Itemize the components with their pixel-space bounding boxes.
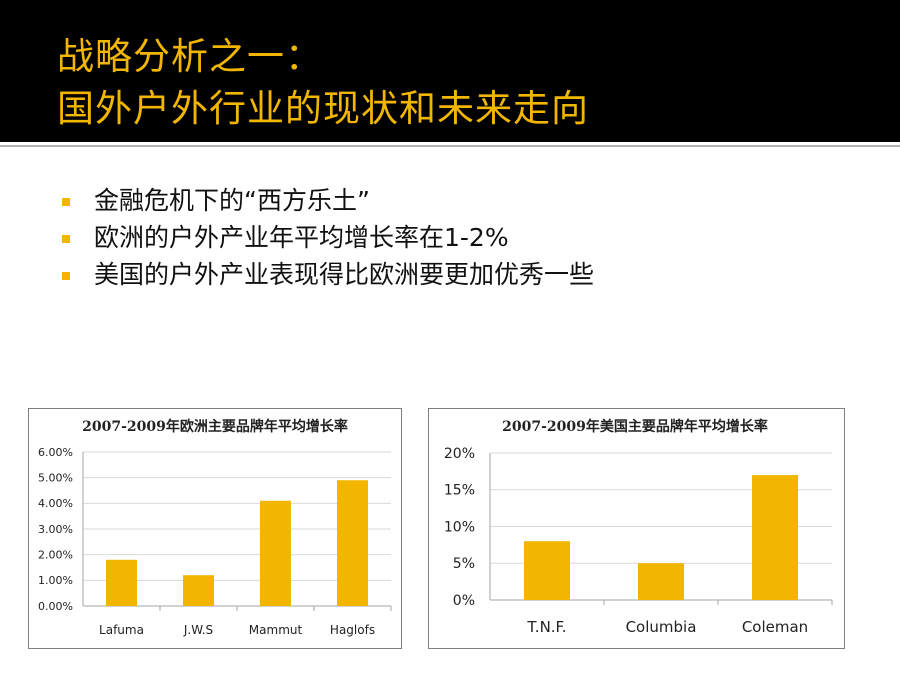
europe-growth-chart-svg: 2007-2009年欧洲主要品牌年平均增长率 0.00% 1.00% 2.00% 3.0… (38, 418, 392, 637)
x-tick-label: Haglofs (330, 623, 375, 637)
europe-growth-chart: 2007-2009年欧洲主要品牌年平均增长率 0.00% 1.00% 2.00% 3.0… (28, 408, 402, 649)
bar (752, 475, 798, 600)
y-tick-label: 15% (444, 483, 475, 499)
header-divider (0, 145, 900, 147)
bar (106, 559, 137, 606)
y-tick-label: 4.00% (38, 497, 73, 510)
y-tick-label: 5.00% (38, 472, 73, 485)
y-tick-label: 2.00% (38, 549, 73, 562)
bar (638, 563, 684, 600)
bullet-text: 金融危机下的“西方乐土” (94, 186, 370, 215)
bullet-text: 美国的户外产业表现得比欧洲要更加优秀一些 (94, 260, 595, 289)
slide-title-line-1: 战略分析之一： (57, 35, 323, 78)
chart-title: 2007-2009年欧洲主要品牌年平均增长率 (82, 418, 348, 435)
x-tick-label: Lafuma (99, 623, 144, 637)
usa-growth-chart: 2007-2009年美国主要品牌年平均增长率 0% 5% 10% 15% 20% T.N.F… (428, 408, 845, 649)
y-tick-label: 5% (453, 556, 475, 572)
y-tick-label: 3.00% (38, 523, 73, 536)
y-tick-label: 1.00% (38, 574, 73, 587)
chart-title: 2007-2009年美国主要品牌年平均增长率 (502, 418, 768, 435)
bar (337, 480, 368, 606)
bullet-item: 金融危机下的“西方乐土” (62, 182, 594, 219)
bar (183, 575, 214, 606)
x-tick-label: Coleman (742, 618, 808, 636)
y-tick-label: 0.00% (38, 600, 73, 613)
slide-header: 战略分析之一： 国外户外行业的现状和未来走向 (0, 0, 900, 142)
y-tick-label: 0% (453, 593, 475, 609)
bullet-item: 美国的户外产业表现得比欧洲要更加优秀一些 (62, 256, 594, 293)
x-tick-label: Mammut (249, 623, 303, 637)
y-tick-label: 20% (444, 446, 475, 462)
bullet-square-icon (62, 272, 70, 280)
y-tick-label: 10% (444, 519, 475, 535)
y-tick-label: 6.00% (38, 446, 73, 459)
x-tick-label: T.N.F. (526, 618, 566, 636)
bullet-text: 欧洲的户外产业年平均增长率在1-2% (94, 223, 509, 252)
usa-growth-chart-svg: 2007-2009年美国主要品牌年平均增长率 0% 5% 10% 15% 20% T.N.F… (444, 418, 833, 636)
x-tick-label: Columbia (626, 618, 697, 636)
x-tick-label: J.W.S (183, 623, 213, 637)
bar (524, 541, 570, 600)
slide-title-line-2: 国外户外行业的现状和未来走向 (57, 87, 589, 130)
bar (260, 500, 291, 606)
bullet-square-icon (62, 198, 70, 206)
bullet-list: 金融危机下的“西方乐土” 欧洲的户外产业年平均增长率在1-2% 美国的户外产业表… (62, 182, 594, 293)
bullet-item: 欧洲的户外产业年平均增长率在1-2% (62, 219, 594, 256)
bullet-square-icon (62, 235, 70, 243)
